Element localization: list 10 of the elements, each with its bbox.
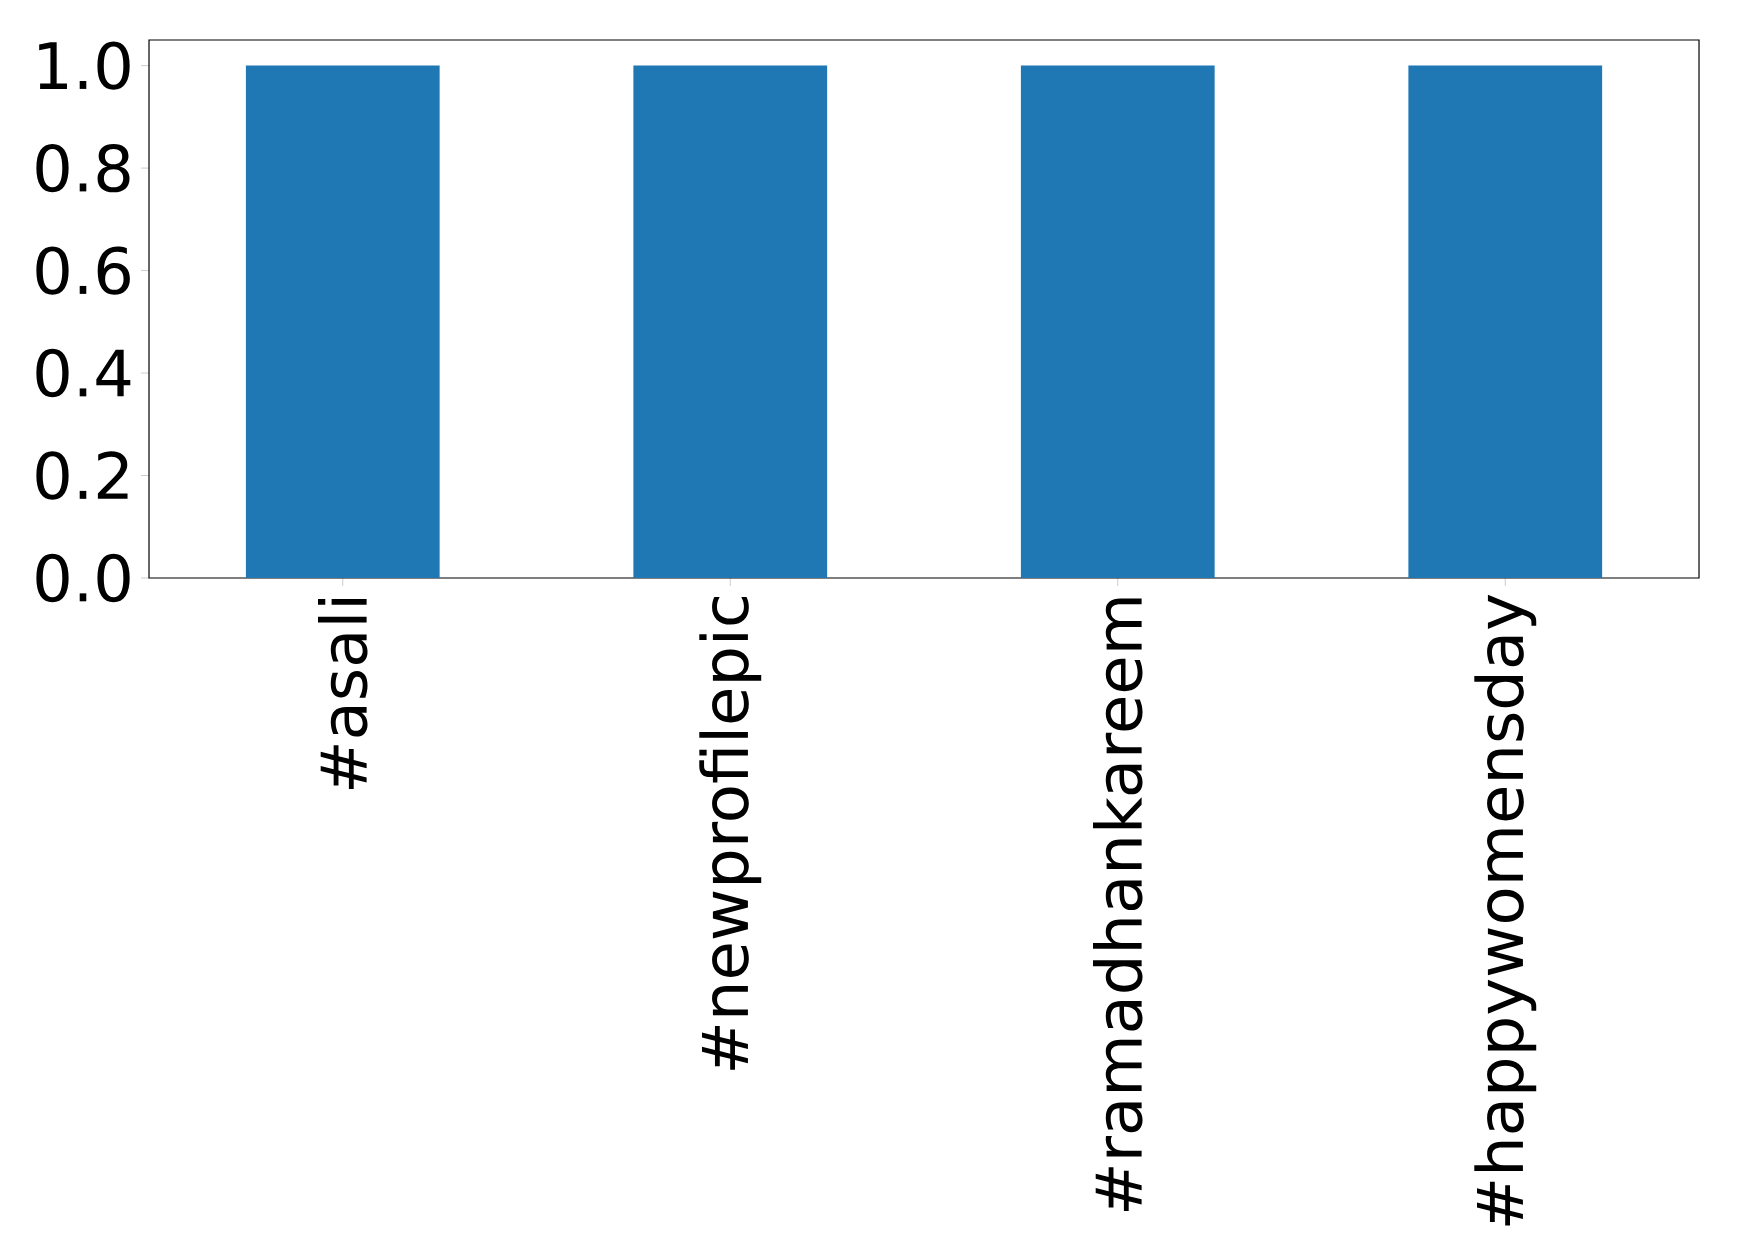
y-tick-label: 0.6	[36, 246, 130, 295]
x-tick-label: #ramadhankareem	[1093, 598, 1143, 1211]
y-tick-label: 1.0	[39, 41, 130, 90]
x-tick-label: #newprofilepic	[699, 596, 762, 1070]
y-tick-label: 0.4	[36, 348, 131, 398]
x-tick-label: #asali	[318, 599, 368, 790]
x-tick-label: #happywomensday	[1474, 594, 1537, 1226]
y-tick-label: 0.0	[36, 553, 130, 603]
y-tick-label: 0.2	[36, 451, 128, 500]
y-tick-label: 0.8	[36, 143, 130, 193]
